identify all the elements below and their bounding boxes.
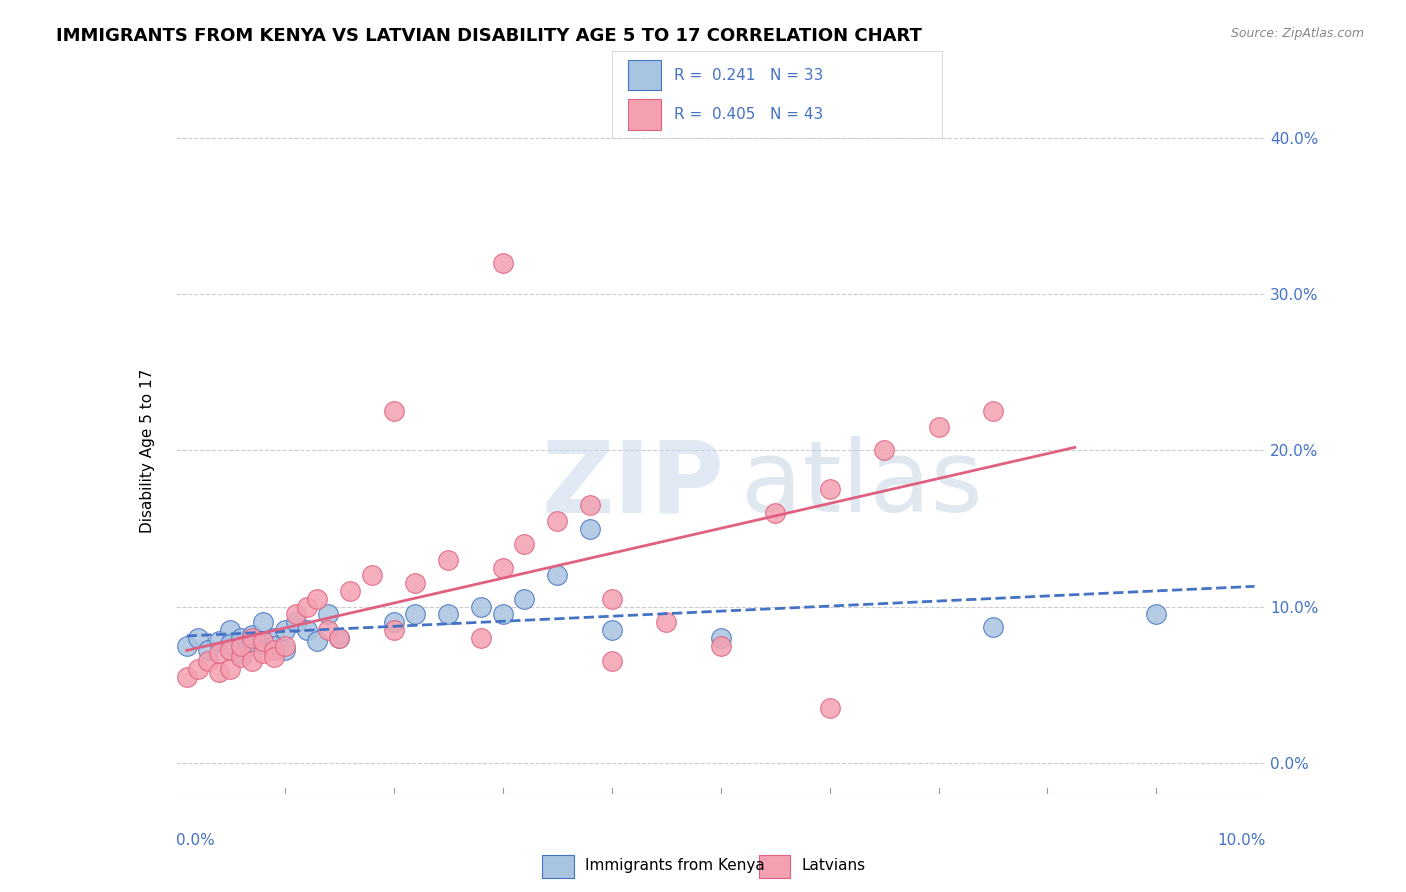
Point: [710, 639, 733, 653]
Point: [219, 643, 242, 657]
Text: 10.0%: 10.0%: [1218, 833, 1265, 848]
Point: [382, 615, 405, 630]
Point: [470, 599, 492, 614]
Text: Latvians: Latvians: [801, 858, 866, 872]
Text: ZIP: ZIP: [541, 436, 725, 533]
Point: [176, 670, 198, 684]
Point: [231, 649, 253, 664]
Text: Source: ZipAtlas.com: Source: ZipAtlas.com: [1230, 27, 1364, 40]
Point: [274, 639, 297, 653]
Point: [284, 607, 307, 622]
Y-axis label: Disability Age 5 to 17: Disability Age 5 to 17: [141, 368, 155, 533]
Point: [600, 623, 623, 637]
Point: [318, 607, 340, 622]
Point: [252, 633, 274, 648]
Point: [240, 631, 263, 645]
Point: [295, 599, 318, 614]
Point: [186, 662, 209, 676]
Point: [1144, 607, 1167, 622]
Point: [231, 639, 253, 653]
Point: [600, 591, 623, 606]
Point: [579, 521, 602, 535]
Bar: [759, 855, 790, 878]
Bar: [628, 60, 661, 90]
Point: [263, 639, 285, 653]
Point: [405, 576, 427, 591]
Bar: [543, 855, 574, 878]
Point: [274, 623, 297, 637]
Point: [252, 615, 274, 630]
Point: [231, 631, 253, 645]
Point: [437, 552, 460, 567]
Point: [546, 514, 568, 528]
Point: [274, 643, 297, 657]
Point: [513, 591, 536, 606]
Point: [470, 631, 492, 645]
Point: [710, 631, 733, 645]
Point: [437, 607, 460, 622]
Point: [240, 654, 263, 668]
Point: [307, 633, 329, 648]
Point: [208, 665, 231, 680]
Point: [240, 628, 263, 642]
Point: [252, 646, 274, 660]
Text: Immigrants from Kenya: Immigrants from Kenya: [585, 858, 765, 872]
Point: [307, 591, 329, 606]
Point: [981, 404, 1004, 418]
Point: [219, 637, 242, 651]
Point: [981, 620, 1004, 634]
Point: [263, 643, 285, 657]
Point: [263, 631, 285, 645]
Text: 0.0%: 0.0%: [176, 833, 215, 848]
Text: atlas: atlas: [741, 436, 983, 533]
Point: [579, 498, 602, 512]
Point: [284, 615, 307, 630]
Point: [240, 633, 263, 648]
Point: [186, 631, 209, 645]
Point: [219, 623, 242, 637]
Point: [328, 631, 350, 645]
Point: [600, 654, 623, 668]
Point: [231, 646, 253, 660]
Point: [252, 637, 274, 651]
Point: [208, 633, 231, 648]
Text: R =  0.405   N = 43: R = 0.405 N = 43: [675, 107, 824, 122]
Point: [492, 256, 515, 270]
Point: [360, 568, 382, 582]
Point: [513, 537, 536, 551]
Point: [263, 649, 285, 664]
Point: [655, 615, 678, 630]
Point: [818, 701, 841, 715]
Bar: [628, 99, 661, 129]
Point: [382, 623, 405, 637]
Point: [546, 568, 568, 582]
Point: [295, 623, 318, 637]
Point: [197, 643, 219, 657]
Point: [492, 607, 515, 622]
Text: R =  0.241   N = 33: R = 0.241 N = 33: [675, 68, 824, 83]
Point: [928, 420, 950, 434]
Point: [339, 583, 361, 598]
Point: [763, 506, 786, 520]
Point: [492, 560, 515, 574]
Point: [318, 623, 340, 637]
Point: [873, 443, 896, 458]
Point: [328, 631, 350, 645]
Point: [219, 662, 242, 676]
Point: [382, 404, 405, 418]
Point: [176, 639, 198, 653]
Point: [197, 654, 219, 668]
Text: IMMIGRANTS FROM KENYA VS LATVIAN DISABILITY AGE 5 TO 17 CORRELATION CHART: IMMIGRANTS FROM KENYA VS LATVIAN DISABIL…: [56, 27, 922, 45]
Point: [405, 607, 427, 622]
Point: [818, 483, 841, 497]
Point: [208, 646, 231, 660]
